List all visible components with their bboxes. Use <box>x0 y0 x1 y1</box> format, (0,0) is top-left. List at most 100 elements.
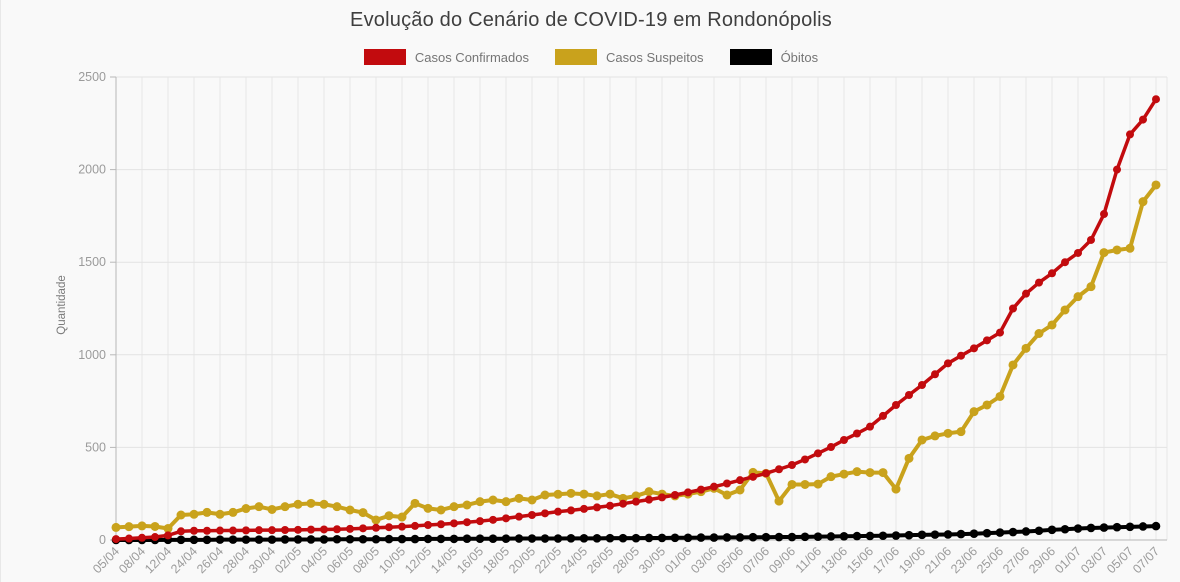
data-point--bitos <box>1086 523 1096 533</box>
data-point--bitos <box>761 532 771 542</box>
data-point-casos-suspeitos <box>150 521 160 531</box>
data-point--bitos <box>254 535 264 544</box>
data-point--bitos <box>501 534 511 544</box>
x-tick-label: 12/04 <box>142 544 174 576</box>
data-point--bitos <box>241 535 251 544</box>
y-tick-label: 500 <box>85 440 106 454</box>
data-point-casos-confirmados <box>957 351 965 360</box>
x-tick-label: 08/04 <box>116 544 148 576</box>
data-point--bitos <box>1021 527 1031 536</box>
data-point-casos-confirmados <box>281 525 289 534</box>
data-point--bitos <box>878 531 888 541</box>
data-point-casos-suspeitos <box>410 498 420 508</box>
data-point-casos-suspeitos <box>1086 282 1096 292</box>
data-point-casos-suspeitos <box>423 503 433 513</box>
data-point-casos-suspeitos <box>293 499 303 509</box>
data-point-casos-suspeitos <box>1034 329 1044 339</box>
data-point-casos-confirmados <box>801 455 809 464</box>
legend-swatch-obitos-icon <box>729 49 772 65</box>
data-point-casos-confirmados <box>190 526 198 535</box>
x-tick-label: 01/06 <box>662 544 694 576</box>
x-tick-label: 24/04 <box>168 544 200 576</box>
data-point--bitos <box>865 531 875 541</box>
legend-label-suspeitos: Casos Suspeitos <box>606 49 704 65</box>
data-point--bitos <box>852 531 862 541</box>
x-tick-label: 26/05 <box>584 544 616 576</box>
x-tick-label: 30/05 <box>636 544 668 576</box>
data-point--bitos <box>800 532 810 542</box>
data-point--bitos <box>215 535 225 544</box>
x-tick-label: 19/06 <box>896 544 928 576</box>
data-point-casos-confirmados <box>164 531 172 540</box>
data-point-casos-suspeitos <box>865 468 875 478</box>
data-point-casos-suspeitos <box>1021 343 1031 353</box>
data-point--bitos <box>553 534 563 543</box>
data-point-casos-suspeitos <box>475 497 485 507</box>
data-point-casos-confirmados <box>268 526 276 535</box>
x-tick-label: 02/05 <box>272 544 304 576</box>
data-point-casos-suspeitos <box>124 522 134 532</box>
data-point-casos-confirmados <box>1113 165 1121 174</box>
data-point-casos-suspeitos <box>1073 292 1083 302</box>
data-point-casos-confirmados <box>879 411 887 420</box>
data-point-casos-suspeitos <box>774 496 784 506</box>
data-point--bitos <box>189 535 199 545</box>
data-point--bitos <box>1034 526 1044 536</box>
data-point-casos-confirmados <box>346 524 354 533</box>
data-point-casos-suspeitos <box>202 507 212 517</box>
data-point--bitos <box>436 534 446 544</box>
data-point-casos-suspeitos <box>514 493 524 503</box>
data-point--bitos <box>709 533 719 542</box>
data-point-casos-suspeitos <box>384 511 394 521</box>
data-point-casos-confirmados <box>216 526 224 535</box>
data-point--bitos <box>527 534 537 543</box>
data-point-casos-suspeitos <box>631 491 641 501</box>
legend-item-casos-confirmados[interactable]: Casos Confirmados <box>363 49 529 65</box>
data-point-casos-confirmados <box>450 519 458 528</box>
x-tick-label: 03/06 <box>688 544 720 576</box>
data-point-casos-confirmados <box>749 472 757 481</box>
data-point-casos-confirmados <box>242 526 250 535</box>
data-point-casos-confirmados <box>762 469 770 478</box>
data-point-casos-suspeitos <box>852 467 862 477</box>
data-point-casos-suspeitos <box>917 435 927 445</box>
data-point-casos-confirmados <box>671 490 679 499</box>
data-point-casos-confirmados <box>866 422 874 431</box>
data-point-casos-confirmados <box>723 479 731 488</box>
x-tick-label: 05/04 <box>90 544 122 576</box>
data-point--bitos <box>319 535 329 544</box>
x-tick-label: 14/05 <box>428 544 460 576</box>
data-point-casos-suspeitos <box>644 487 654 497</box>
data-point-casos-suspeitos <box>956 427 966 437</box>
data-point--bitos <box>449 534 459 544</box>
data-point--bitos <box>371 534 381 544</box>
data-point-casos-suspeitos <box>189 509 199 519</box>
x-tick-label: 22/05 <box>532 544 564 576</box>
data-point-casos-confirmados <box>814 449 822 458</box>
data-point-casos-suspeitos <box>176 510 186 520</box>
data-point-casos-confirmados <box>944 359 952 368</box>
data-point-casos-confirmados <box>229 526 237 535</box>
data-point--bitos <box>735 533 745 542</box>
data-point--bitos <box>228 535 238 544</box>
data-point-casos-confirmados <box>138 533 146 542</box>
data-point--bitos <box>748 532 758 542</box>
data-point--bitos <box>358 534 368 544</box>
data-point-casos-confirmados <box>593 503 601 512</box>
data-point-casos-confirmados <box>1048 269 1056 278</box>
data-point-casos-suspeitos <box>111 522 121 532</box>
data-point--bitos <box>813 532 823 541</box>
data-point-casos-suspeitos <box>254 502 264 512</box>
x-tick-label: 28/04 <box>220 544 252 576</box>
x-tick-label: 25/06 <box>974 544 1006 576</box>
x-tick-label: 26/04 <box>194 544 226 576</box>
data-point--bitos <box>722 533 732 542</box>
legend-swatch-confirmados-icon <box>363 49 406 65</box>
data-point-casos-confirmados <box>489 515 497 524</box>
data-point--bitos <box>397 534 407 544</box>
legend-item-casos-suspeitos[interactable]: Casos Suspeitos <box>555 49 704 65</box>
legend-item-obitos[interactable]: Óbitos <box>729 49 818 65</box>
data-point-casos-suspeitos <box>1138 197 1148 207</box>
data-point-casos-confirmados <box>411 521 419 530</box>
